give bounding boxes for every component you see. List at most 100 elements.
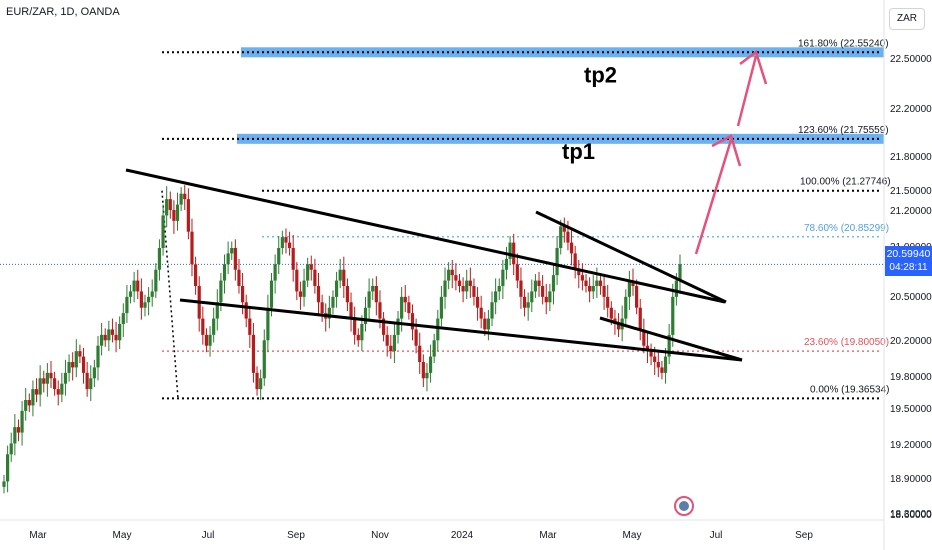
candle <box>450 259 454 289</box>
candle-body <box>584 280 588 286</box>
candle-body <box>284 237 288 243</box>
candle <box>490 291 494 327</box>
candle-body <box>443 280 447 297</box>
candle <box>179 187 183 212</box>
candle <box>114 321 118 353</box>
candle-body <box>49 372 53 379</box>
candle-body <box>287 242 292 248</box>
candle <box>421 354 425 387</box>
fib-label: 23.60% (19.80050) <box>804 337 889 348</box>
candle <box>457 274 462 293</box>
candle-body <box>609 307 613 319</box>
candle-body <box>660 367 664 373</box>
candle-body <box>591 286 595 292</box>
candle <box>363 296 368 332</box>
candle-body <box>367 291 371 308</box>
fib-label: 100.00% (21.27746) <box>800 177 891 188</box>
candle <box>345 278 350 311</box>
candle-body <box>653 356 657 362</box>
candle-body <box>530 291 534 303</box>
candle-body <box>428 356 433 373</box>
candle-body <box>309 264 313 270</box>
y-tick-label: 22.20000 <box>890 104 932 115</box>
candle <box>49 360 53 389</box>
currency-badge[interactable]: ZAR <box>889 8 925 30</box>
candle <box>193 256 198 295</box>
candle <box>638 299 642 341</box>
candle <box>353 306 357 345</box>
x-tick-label: Mar <box>539 530 557 541</box>
candle <box>407 295 411 320</box>
candle <box>128 284 133 304</box>
candle <box>2 474 6 494</box>
candle <box>251 322 256 383</box>
candle <box>428 344 433 383</box>
fib-label: 78.60% (20.85299) <box>804 223 889 234</box>
candle <box>233 239 237 281</box>
candle-body <box>418 345 422 362</box>
candle-body <box>165 199 169 216</box>
candle <box>403 284 407 313</box>
candle-body <box>515 264 519 281</box>
candle-body <box>432 340 436 357</box>
x-tick-label: Jul <box>710 530 723 541</box>
candle <box>410 304 415 341</box>
candle <box>237 258 241 294</box>
candle-body <box>233 248 237 270</box>
x-tick-label: May <box>113 530 132 541</box>
candle <box>660 360 664 380</box>
candle <box>374 276 378 316</box>
candle <box>331 290 335 315</box>
candle <box>161 204 165 256</box>
candle-body <box>360 324 364 341</box>
y-tick-label: 21.80000 <box>890 152 932 163</box>
candle <box>150 279 154 307</box>
candle <box>544 283 548 315</box>
candle <box>74 339 78 378</box>
event-marker-dot <box>679 501 689 511</box>
x-tick-label: Sep <box>795 530 813 541</box>
candle-body <box>580 275 584 281</box>
candle-body <box>262 340 266 379</box>
candle-body <box>504 258 509 270</box>
candle-body <box>338 269 342 281</box>
candle-body <box>168 199 172 210</box>
candle <box>103 328 107 347</box>
candle-body <box>331 296 335 308</box>
candle-body <box>562 226 566 232</box>
candle-body <box>154 269 158 292</box>
candle-body <box>20 410 24 433</box>
target-zones: tp1 tp2 <box>237 47 884 164</box>
y-tick-label: 19.50000 <box>890 404 932 415</box>
arrowhead-tp2 <box>739 49 768 85</box>
candle <box>418 332 422 374</box>
candle <box>175 192 180 231</box>
candle <box>537 271 541 297</box>
candle-body <box>486 318 491 330</box>
x-tick-label: Sep <box>287 530 305 541</box>
candle-body <box>461 286 465 292</box>
candle-body <box>6 454 10 482</box>
candle <box>204 328 209 353</box>
target-label-tp2: tp2 <box>584 62 617 87</box>
candle-body <box>201 318 205 335</box>
y-tick-label: 22.50000 <box>890 54 932 65</box>
target-arrows <box>694 49 768 255</box>
y-tick-label: 21.20000 <box>890 206 932 217</box>
candle-body <box>439 296 444 319</box>
candle <box>255 366 259 396</box>
candle-body <box>371 286 375 292</box>
candle <box>244 294 248 328</box>
candle <box>573 245 577 279</box>
candle-body <box>92 367 96 379</box>
candle <box>591 275 595 300</box>
candle-body <box>114 334 118 341</box>
candle <box>201 306 205 345</box>
candle-body <box>559 226 563 248</box>
candle <box>436 309 440 352</box>
candle-body <box>60 383 64 395</box>
candle <box>78 344 82 364</box>
y-tick-label: 20.20000 <box>890 336 932 347</box>
candle <box>96 335 100 381</box>
